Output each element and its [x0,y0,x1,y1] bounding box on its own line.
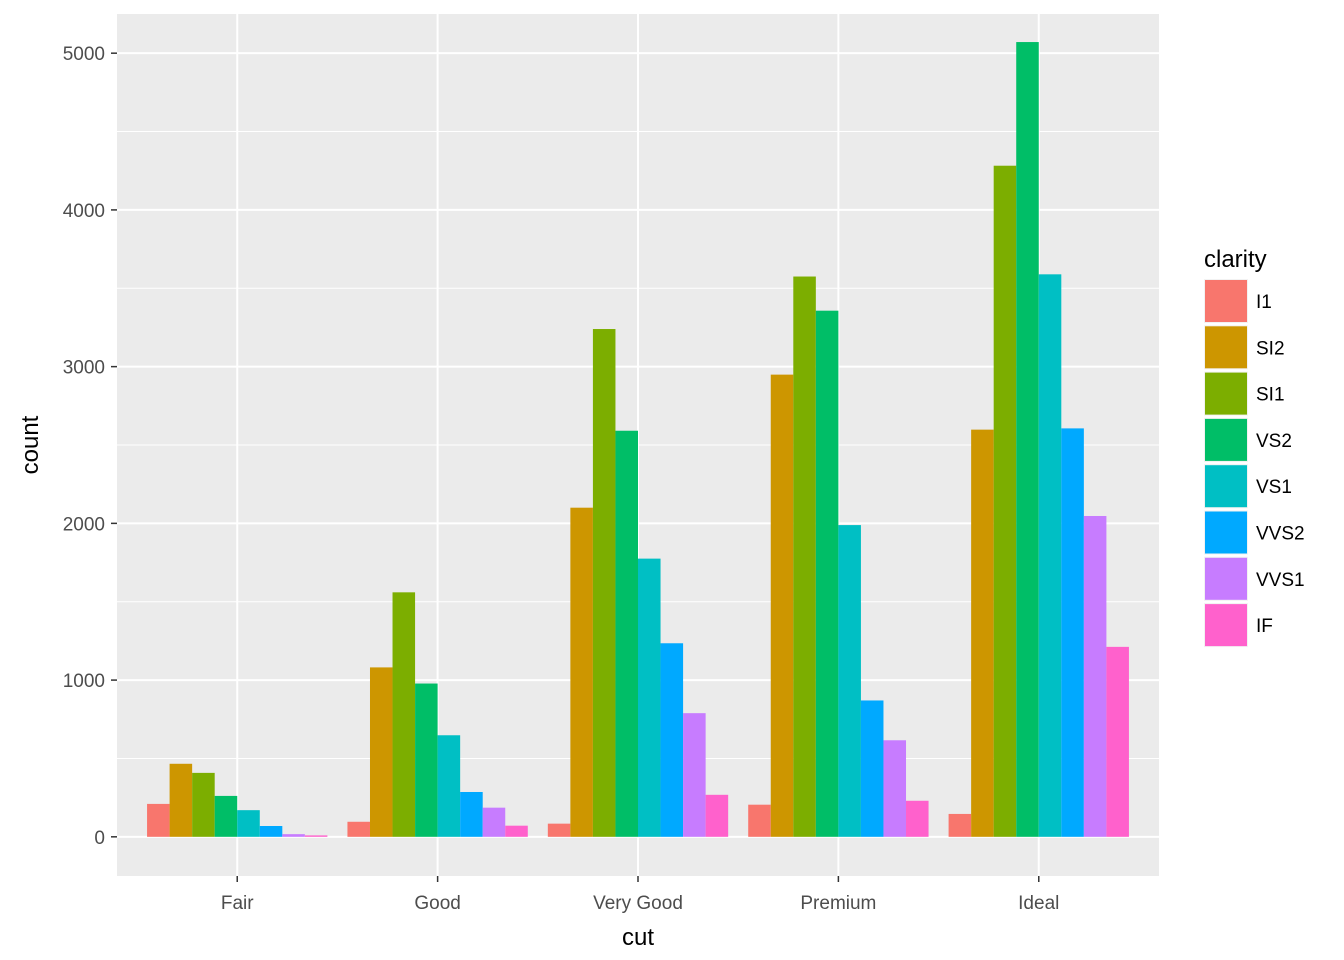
x-tick-label: Good [414,893,460,914]
y-axis-title: count [17,415,44,474]
legend-title: clarity [1204,246,1267,273]
bar-si2-premium [770,374,794,837]
bar-if-premium [906,800,929,837]
bar-i1-fair [147,803,170,837]
bar-vvs1-premium [883,740,907,837]
bar-vvs2-premium [860,700,884,837]
y-tick-label: 2000 [63,514,105,535]
bar-si1-fair [192,772,215,837]
bar-si1-ideal [993,165,1017,837]
bar-si1-premium [793,276,816,837]
legend-label-vs1: VS1 [1256,477,1292,498]
x-tick-label: Very Good [593,893,683,914]
bar-si1-very-good [592,329,616,837]
bar-si2-fair [169,763,193,837]
bar-i1-very-good [547,823,571,837]
legend-swatch-si2 [1205,326,1247,369]
y-tick-label: 5000 [63,44,105,65]
bar-si2-good [369,667,393,837]
legend-swatch-vvs1 [1205,557,1247,600]
bar-vvs1-good [482,807,506,837]
bar-vs1-premium [838,525,861,837]
bar-vvs1-very-good [683,713,706,837]
legend-label-si2: SI2 [1256,338,1285,359]
bar-i1-premium [748,804,771,837]
bar-i1-ideal [948,813,972,837]
bar-si2-ideal [971,429,994,837]
legend-label-vs2: VS2 [1256,431,1292,452]
legend-swatch-if [1205,604,1247,647]
y-tick-label: 3000 [63,358,105,379]
legend-label-if: IF [1256,616,1273,637]
bar-if-very-good [705,794,729,837]
bar-vvs2-fair [259,826,283,837]
legend-label-si1: SI1 [1256,385,1285,406]
bar-vs2-good [415,683,438,837]
y-tick-label: 4000 [63,201,105,222]
bar-si2-very-good [570,507,593,837]
bar-if-fair [304,835,328,837]
bar-if-good [505,825,528,837]
bar-vs1-very-good [638,558,661,837]
legend-swatch-i1 [1205,280,1247,322]
legend-swatch-si1 [1205,372,1247,415]
x-tick-label: Fair [221,893,254,914]
y-tick-label: 0 [94,828,105,849]
bar-vvs2-good [460,791,483,837]
y-tick-label: 1000 [63,671,105,692]
legend-label-i1: I1 [1256,292,1272,313]
legend: clarity I1 SI2 SI1 VS2 VS1 VVS2 VVS1 IF [1204,246,1305,648]
bar-vs2-premium [815,310,839,837]
bar-vs2-very-good [615,430,638,837]
bar-vs1-good [437,735,461,837]
bar-vvs1-ideal [1083,515,1107,837]
bar-vs2-fair [214,795,238,837]
bar-i1-good [347,821,370,837]
bar-si1-good [392,592,416,837]
legend-swatch-vvs2 [1205,511,1247,554]
axis-layer: 0 1000 2000 3000 4000 5000 Fair Good Very Good Pr… [63,44,1060,914]
bar-if-ideal [1106,646,1129,837]
legend-swatch-vs1 [1205,465,1247,508]
bars-layer [147,42,1129,837]
bar-vs1-fair [237,810,260,837]
bar-vvs2-ideal [1061,428,1084,837]
legend-label-vvs1: VVS1 [1256,570,1305,591]
x-tick-label: Premium [800,893,876,914]
bar-vs2-ideal [1016,42,1039,837]
legend-swatch-vs2 [1205,418,1247,461]
bar-vvs2-very-good [660,643,684,837]
x-tick-label: Ideal [1018,893,1059,914]
bar-vs1-ideal [1038,274,1062,837]
x-axis-title: cut [622,924,654,951]
bar-vvs1-fair [282,834,305,837]
legend-label-vvs2: VVS2 [1256,524,1305,545]
